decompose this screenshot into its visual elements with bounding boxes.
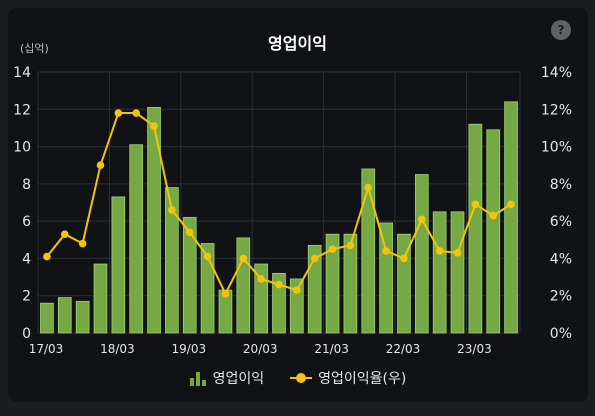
legend-item-line[interactable]: 영업이익율(우) bbox=[290, 368, 406, 388]
bar[interactable] bbox=[361, 168, 376, 334]
y-left-tick-label: 4 bbox=[22, 251, 31, 267]
bar[interactable] bbox=[165, 187, 179, 334]
line-point[interactable] bbox=[132, 109, 140, 117]
bar[interactable] bbox=[379, 222, 393, 334]
legend: 영업이익 영업이익율(우) bbox=[0, 368, 595, 388]
y-right-tick-label: 10% bbox=[541, 140, 572, 156]
line-point[interactable] bbox=[257, 275, 265, 283]
bar[interactable] bbox=[486, 129, 501, 334]
unit-label: (십억) bbox=[20, 42, 49, 55]
line-series bbox=[43, 109, 515, 298]
line-point[interactable] bbox=[507, 200, 515, 209]
y-left-tick-label: 6 bbox=[22, 214, 31, 230]
line-point[interactable] bbox=[185, 228, 194, 237]
bar[interactable] bbox=[182, 217, 197, 334]
bar-series bbox=[40, 101, 518, 334]
line-point[interactable] bbox=[275, 280, 283, 289]
line-point[interactable] bbox=[346, 241, 355, 250]
line-point[interactable] bbox=[471, 200, 480, 209]
line-point[interactable] bbox=[418, 215, 426, 224]
line-point[interactable] bbox=[364, 183, 373, 192]
line-point[interactable] bbox=[382, 247, 390, 255]
y-right-tick-label: 8% bbox=[550, 177, 572, 193]
x-tick-label: 23/03 bbox=[457, 342, 492, 356]
bar[interactable] bbox=[504, 101, 518, 334]
y-left-tick-label: 12 bbox=[13, 102, 31, 118]
line-point[interactable] bbox=[489, 211, 498, 220]
x-tick-label: 22/03 bbox=[386, 342, 421, 356]
bar[interactable] bbox=[93, 263, 108, 334]
bar[interactable] bbox=[432, 211, 447, 334]
bar[interactable] bbox=[129, 144, 144, 334]
bar[interactable] bbox=[236, 237, 251, 334]
bar[interactable] bbox=[200, 243, 215, 334]
x-tick-label: 20/03 bbox=[243, 342, 278, 356]
y-right-tick-label: 14% bbox=[541, 65, 572, 81]
line-point[interactable] bbox=[310, 254, 319, 263]
y-left-tick-label: 14 bbox=[13, 65, 31, 81]
line-point[interactable] bbox=[400, 254, 408, 263]
line-point[interactable] bbox=[114, 109, 123, 117]
bar[interactable] bbox=[414, 174, 429, 334]
y-right-tick-label: 2% bbox=[550, 289, 572, 305]
line-point[interactable] bbox=[60, 230, 69, 238]
bar[interactable] bbox=[111, 196, 126, 334]
line-point[interactable] bbox=[150, 122, 158, 130]
y-right-tick-label: 12% bbox=[541, 102, 572, 118]
line-point[interactable] bbox=[239, 254, 248, 263]
x-tick-label: 21/03 bbox=[314, 342, 349, 356]
bar[interactable] bbox=[57, 297, 72, 334]
line-point[interactable] bbox=[293, 286, 301, 294]
legend-label-line: 영업이익율(우) bbox=[318, 371, 407, 387]
bar[interactable] bbox=[254, 263, 268, 334]
legend-item-bars[interactable]: 영업이익 bbox=[189, 368, 265, 388]
line-point[interactable] bbox=[168, 206, 176, 214]
line-point[interactable] bbox=[453, 249, 462, 257]
bar[interactable] bbox=[325, 233, 340, 334]
bar[interactable] bbox=[75, 300, 90, 334]
help-icon[interactable]: ? bbox=[551, 20, 571, 40]
y-left-tick-label: 8 bbox=[22, 177, 31, 193]
bar[interactable] bbox=[343, 233, 358, 334]
x-tick-label: 19/03 bbox=[172, 342, 207, 356]
line-point[interactable] bbox=[43, 252, 51, 261]
y-left-tick-label: 0 bbox=[22, 326, 31, 342]
y-right-tick-label: 0% bbox=[550, 326, 572, 342]
line-point[interactable] bbox=[435, 247, 444, 255]
x-tick-label: 18/03 bbox=[100, 342, 135, 356]
line-point[interactable] bbox=[96, 161, 105, 170]
x-tick-label: 17/03 bbox=[29, 342, 64, 356]
line-point[interactable] bbox=[78, 239, 87, 248]
bar[interactable] bbox=[468, 123, 483, 334]
bar[interactable] bbox=[40, 302, 54, 334]
bar[interactable] bbox=[290, 278, 304, 334]
bar-chart-icon bbox=[189, 372, 206, 386]
chart-title: 영업이익 bbox=[268, 34, 327, 53]
y-right-tick-label: 4% bbox=[550, 251, 572, 267]
y-left-tick-label: 10 bbox=[13, 140, 31, 156]
line-point[interactable] bbox=[203, 252, 212, 261]
bar[interactable] bbox=[272, 272, 286, 334]
legend-label-bars: 영업이익 bbox=[212, 371, 265, 387]
line-marker-icon bbox=[290, 373, 313, 383]
bar[interactable] bbox=[147, 107, 161, 334]
y-left-tick-label: 2 bbox=[22, 289, 31, 305]
line-point[interactable] bbox=[221, 290, 230, 298]
line-point[interactable] bbox=[328, 245, 337, 253]
axis-ticks: 0 0% 2 2% 4 4% 6 6% 8 8% 10 10% 12 12% 14 14% 17/03 18/03… bbox=[13, 65, 572, 356]
bar[interactable] bbox=[307, 244, 322, 334]
bar[interactable] bbox=[450, 211, 465, 334]
y-right-tick-label: 6% bbox=[550, 214, 572, 230]
